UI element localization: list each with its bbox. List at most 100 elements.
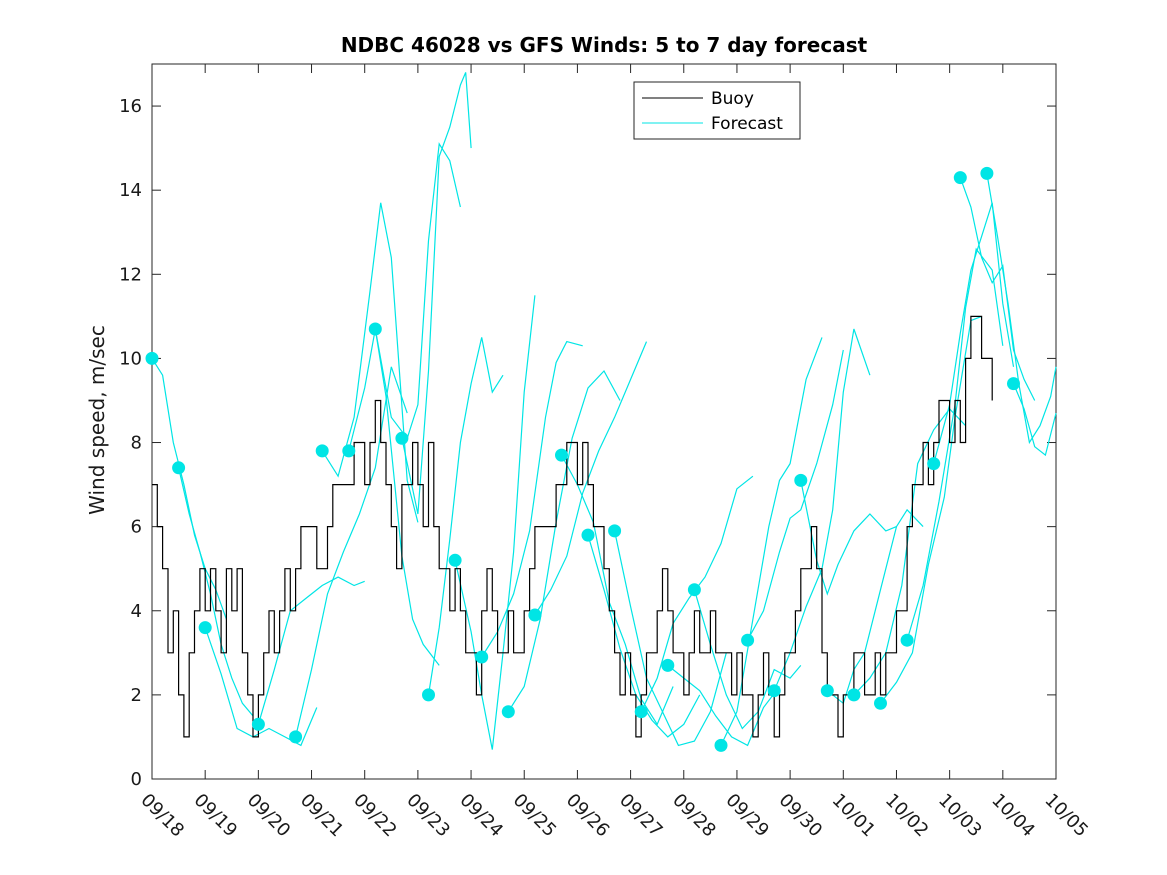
forecast-line [374,142,461,440]
forecast-marker [847,688,861,702]
forecast-line [800,480,897,596]
forecast-markers [145,166,1020,752]
forecast-marker [172,461,186,475]
forecast-marker [927,457,941,471]
buoy-line [152,315,993,738]
x-tick-label: 09/29 [721,790,773,842]
forecast-marker [448,553,462,567]
y-tick-label: 0 [131,769,142,790]
forecast-marker [289,730,303,744]
forecast-line [614,530,727,747]
forecast-marker [422,688,435,702]
forecast-line [906,247,1004,641]
forecast-line [481,340,583,658]
forecast-marker [953,171,967,185]
forecast-marker [342,444,356,458]
x-tick-label: 09/24 [456,790,508,842]
forecast-marker [198,621,212,635]
x-tick-label: 09/23 [402,790,454,842]
y-tick-label: 14 [119,180,142,201]
forecast-line [401,72,472,515]
y-axis: 0 2 4 6 8 10 12 14 16 [119,96,1056,790]
forecast-line [959,177,1036,401]
x-tick-label: 09/22 [349,790,401,842]
forecast-marker [820,684,834,698]
forecast-marker [145,351,159,365]
y-tick-label: 16 [119,96,142,117]
forecast-marker [687,583,701,597]
chart-title: NDBC 46028 vs GFS Winds: 5 to 7 day fore… [341,33,868,57]
x-tick-label: 10/03 [934,790,986,842]
forecast-marker [368,322,382,336]
forecast-marker [501,705,515,719]
forecast-marker [1007,377,1020,391]
forecast-series [151,72,1057,750]
forecast-line [773,328,871,691]
legend-forecast-label: Forecast [711,114,783,134]
x-tick-label: 09/28 [668,790,720,842]
forecast-line [986,173,1057,445]
forecast-marker [581,528,595,542]
forecast-marker [741,633,755,647]
plot-area [151,63,1057,780]
x-tick-label: 09/19 [190,790,242,842]
forecast-line [427,337,504,695]
forecast-line [257,576,365,725]
x-tick-label: 10/05 [1040,790,1092,842]
forecast-line [826,508,924,705]
legend: Buoy Forecast [633,81,801,140]
forecast-line [560,454,674,726]
forecast-line [295,366,408,738]
x-tick-label: 09/30 [775,790,827,842]
forecast-line [151,358,227,620]
y-axis-label: Wind speed, m/sec [85,325,109,515]
forecast-marker [767,684,781,698]
forecast-line [933,202,1015,464]
y-tick-label: 10 [119,348,142,369]
y-tick-label: 12 [119,264,142,285]
forecast-marker [900,633,914,647]
y-tick-label: 2 [131,685,142,706]
forecast-line [667,664,780,747]
legend-box [633,81,801,140]
x-tick-label: 10/04 [987,790,1039,842]
forecast-marker [315,444,329,458]
x-tick-label: 09/25 [509,790,561,842]
forecast-line [747,349,844,641]
x-tick-label: 09/27 [615,790,667,842]
x-tick-label: 09/21 [296,790,348,842]
forecast-line [348,328,440,666]
forecast-line [693,589,802,730]
forecast-marker [251,717,265,731]
forecast-line [204,627,318,747]
y-tick-label: 4 [131,601,142,622]
forecast-line [720,337,823,746]
forecast-line [880,315,982,704]
forecast-marker [634,705,648,719]
forecast-line [1012,383,1057,457]
forecast-line [454,295,536,750]
x-tick-label: 10/02 [881,790,933,842]
x-tick-label: 09/18 [136,790,188,842]
forecast-marker [555,448,568,462]
forecast-line [178,467,254,717]
forecast-marker [395,431,409,445]
legend-buoy-label: Buoy [711,89,754,109]
forecast-line [534,341,648,616]
forecast-marker [980,166,994,180]
forecast-marker [874,696,887,710]
forecast-marker [661,658,675,672]
y-tick-label: 6 [131,517,142,538]
forecast-marker [608,524,622,538]
x-tick-label: 10/01 [828,790,880,842]
forecast-marker [528,608,542,622]
forecast-marker [475,650,489,664]
y-tick-label: 8 [131,433,142,454]
forecast-line [507,369,621,713]
x-tick-label: 09/26 [562,790,614,842]
forecast-marker [714,738,728,752]
x-tick-label: 09/20 [243,790,295,842]
forecast-marker [794,473,808,487]
buoy-series [152,315,993,738]
